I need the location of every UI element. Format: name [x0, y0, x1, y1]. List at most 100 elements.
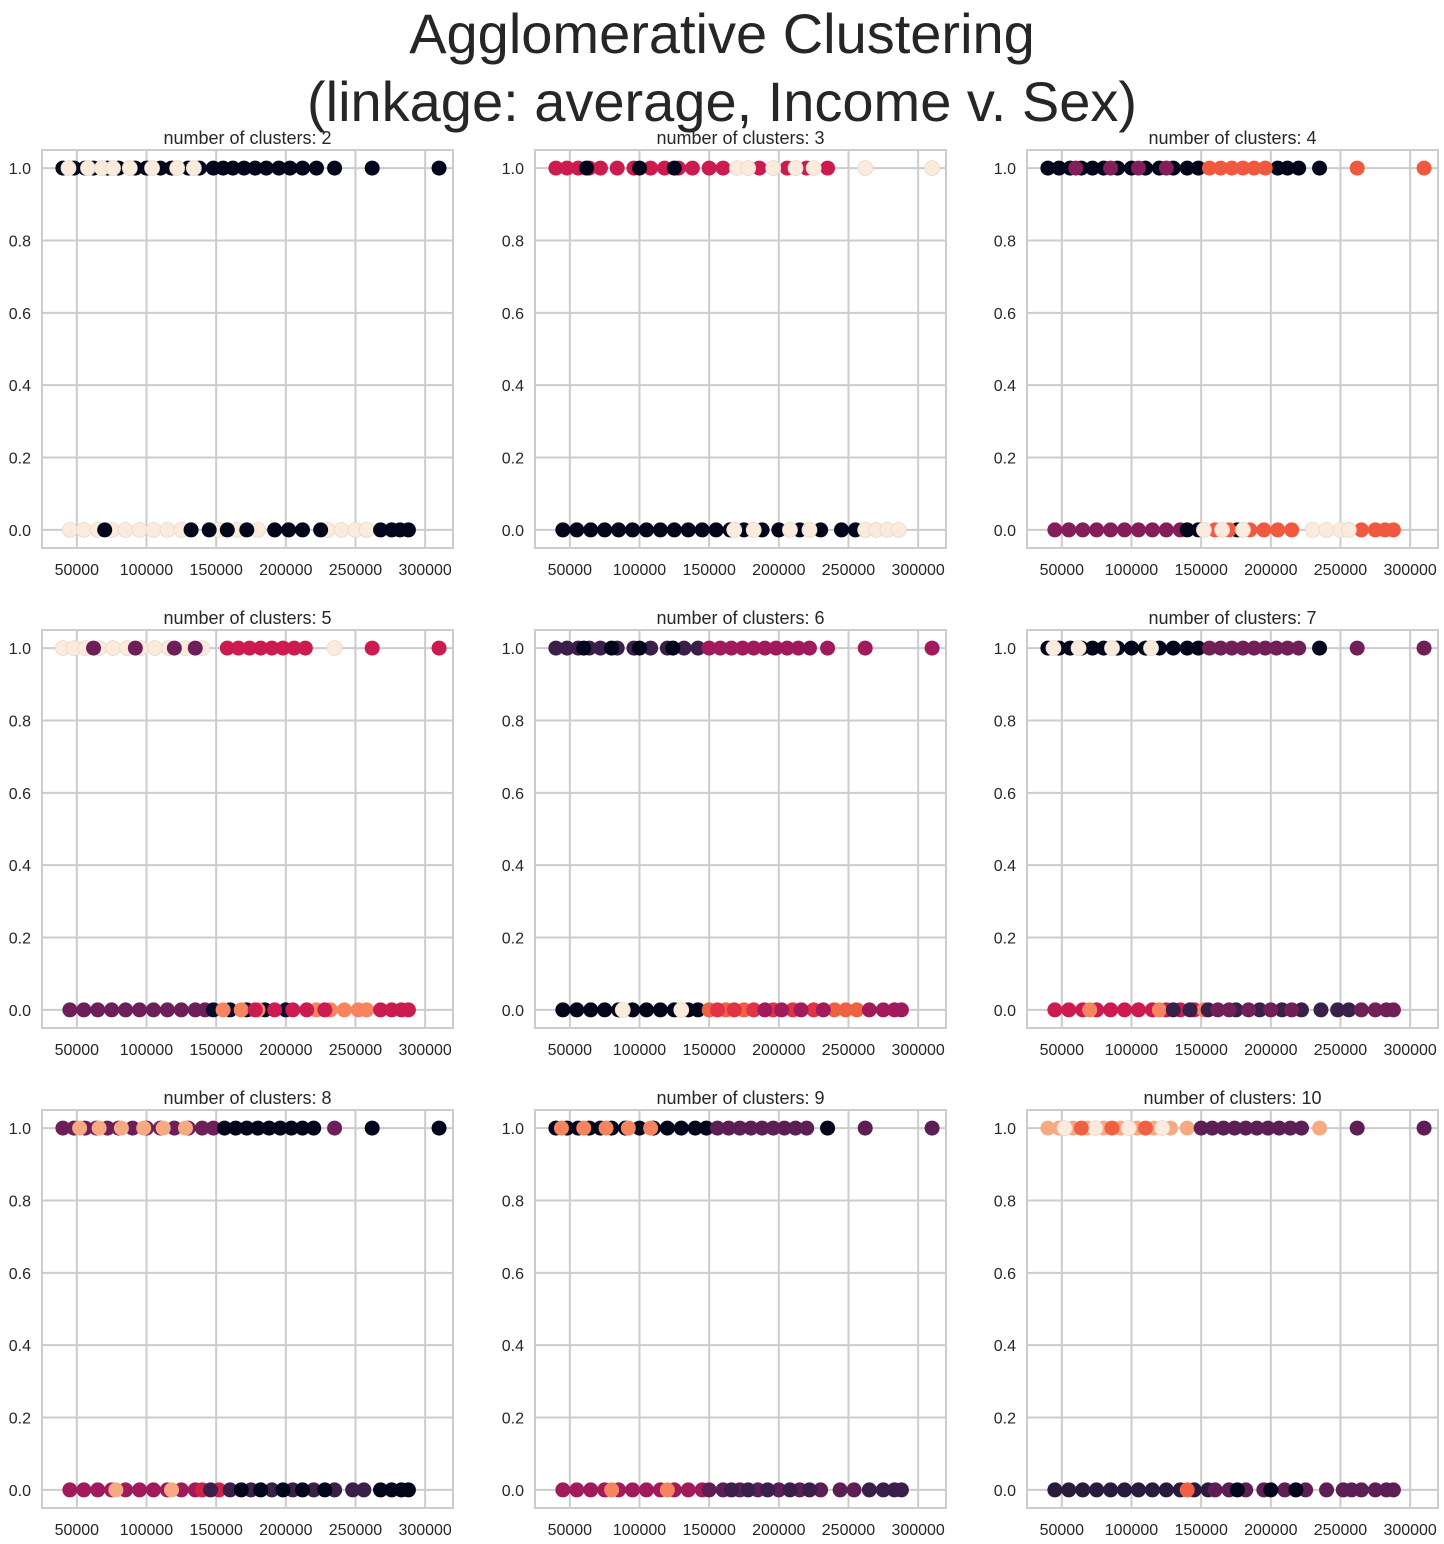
data-point	[431, 160, 447, 176]
data-point	[652, 1002, 668, 1018]
data-point	[104, 1002, 120, 1018]
data-point	[62, 1002, 78, 1018]
data-point	[745, 522, 762, 538]
data-point	[1235, 522, 1251, 538]
data-point	[295, 1120, 311, 1136]
data-point	[687, 1120, 703, 1136]
data-point	[1313, 1002, 1329, 1018]
data-point	[1073, 1120, 1089, 1136]
data-point	[228, 1120, 244, 1136]
data-point	[774, 1002, 790, 1018]
x-tick-label: 50000	[1040, 1522, 1085, 1539]
data-point	[159, 522, 176, 538]
x-tick-label: 150000	[682, 1042, 735, 1059]
data-point	[373, 1002, 389, 1018]
data-point	[1061, 1002, 1077, 1018]
data-point	[1221, 1002, 1237, 1018]
data-point	[1213, 160, 1229, 176]
x-tick-label: 200000	[259, 1522, 312, 1539]
data-point	[849, 1002, 865, 1018]
axes-frame	[1026, 629, 1439, 1029]
x-tick-label: 300000	[891, 1042, 944, 1059]
y-tick-label: 1.0	[994, 1121, 1016, 1138]
data-point	[1084, 640, 1100, 656]
subplot-title: number of clusters: 2	[163, 128, 331, 148]
data-point	[1257, 640, 1273, 656]
data-point	[239, 522, 255, 538]
data-point	[555, 522, 571, 538]
data-point	[813, 522, 829, 538]
y-tick-label: 0.8	[9, 1193, 31, 1210]
data-point	[275, 640, 291, 656]
data-point	[1154, 1120, 1171, 1136]
y-tick-label: 0.0	[502, 1483, 524, 1500]
data-point	[726, 522, 743, 538]
y-tick-label: 0.0	[502, 523, 524, 540]
data-point	[1061, 1482, 1077, 1498]
data-point	[788, 1120, 804, 1136]
y-tick-label: 0.4	[9, 1338, 31, 1355]
data-point	[598, 1120, 614, 1136]
data-point	[1179, 1482, 1195, 1498]
x-tick-label: 200000	[259, 1042, 312, 1059]
data-point	[194, 1120, 210, 1136]
data-point	[327, 160, 343, 176]
data-point	[76, 1002, 92, 1018]
y-tick-label: 0.2	[9, 1411, 31, 1428]
data-point	[1252, 1002, 1268, 1018]
data-point	[164, 1482, 180, 1498]
data-point	[131, 522, 148, 538]
subplot-9: number of clusters: 10 50000 100000 150000 2…	[994, 1088, 1439, 1539]
x-tick-label: 150000	[682, 562, 735, 579]
subplot-title: number of clusters: 9	[656, 1088, 824, 1108]
data-point	[771, 522, 787, 538]
data-point	[1137, 1120, 1153, 1136]
data-point	[1280, 160, 1296, 176]
data-point	[1277, 1482, 1293, 1498]
y-tick-label: 0.0	[9, 1483, 31, 1500]
data-point	[1263, 1482, 1279, 1498]
data-point	[187, 640, 203, 656]
x-tick-label: 100000	[120, 562, 173, 579]
data-point	[159, 1002, 175, 1018]
data-point	[117, 522, 134, 538]
data-point	[592, 640, 608, 656]
data-point	[631, 160, 647, 176]
data-point	[1040, 1120, 1056, 1136]
data-point	[1353, 1002, 1369, 1018]
data-point	[113, 1120, 129, 1136]
data-point	[1282, 1120, 1298, 1136]
x-tick-label: 50000	[1040, 562, 1085, 579]
subplot-5: number of clusters: 6 50000 100000 150000 20…	[502, 608, 947, 1059]
subplot-7: number of clusters: 8 50000 100000 150000 20…	[9, 1088, 454, 1539]
data-point	[1416, 160, 1432, 176]
data-point	[313, 522, 329, 538]
data-point	[827, 1002, 843, 1018]
data-point	[60, 160, 77, 176]
y-tick-label: 1.0	[502, 641, 524, 658]
axes-frame	[1026, 1109, 1439, 1509]
data-point	[1340, 522, 1357, 538]
data-point	[285, 1002, 301, 1018]
data-point	[1123, 640, 1139, 656]
data-point	[625, 1482, 641, 1498]
data-point	[264, 640, 280, 656]
data-point	[1224, 640, 1240, 656]
data-point	[1117, 1482, 1133, 1498]
data-point	[820, 1120, 836, 1136]
y-tick-label: 0.2	[502, 451, 524, 468]
y-tick-label: 0.2	[994, 1411, 1016, 1428]
y-tick-label: 0.8	[9, 233, 31, 250]
data-point	[97, 522, 113, 538]
data-point	[1144, 1482, 1160, 1498]
subplot-title: number of clusters: 10	[1143, 1088, 1321, 1108]
x-tick-label: 300000	[1383, 562, 1436, 579]
data-point	[597, 522, 613, 538]
x-tick-label: 300000	[1383, 1522, 1436, 1539]
data-point	[1056, 1120, 1073, 1136]
data-point	[665, 640, 681, 656]
x-tick-label: 150000	[1174, 1522, 1227, 1539]
data-point	[345, 1482, 361, 1498]
data-point	[576, 640, 592, 656]
